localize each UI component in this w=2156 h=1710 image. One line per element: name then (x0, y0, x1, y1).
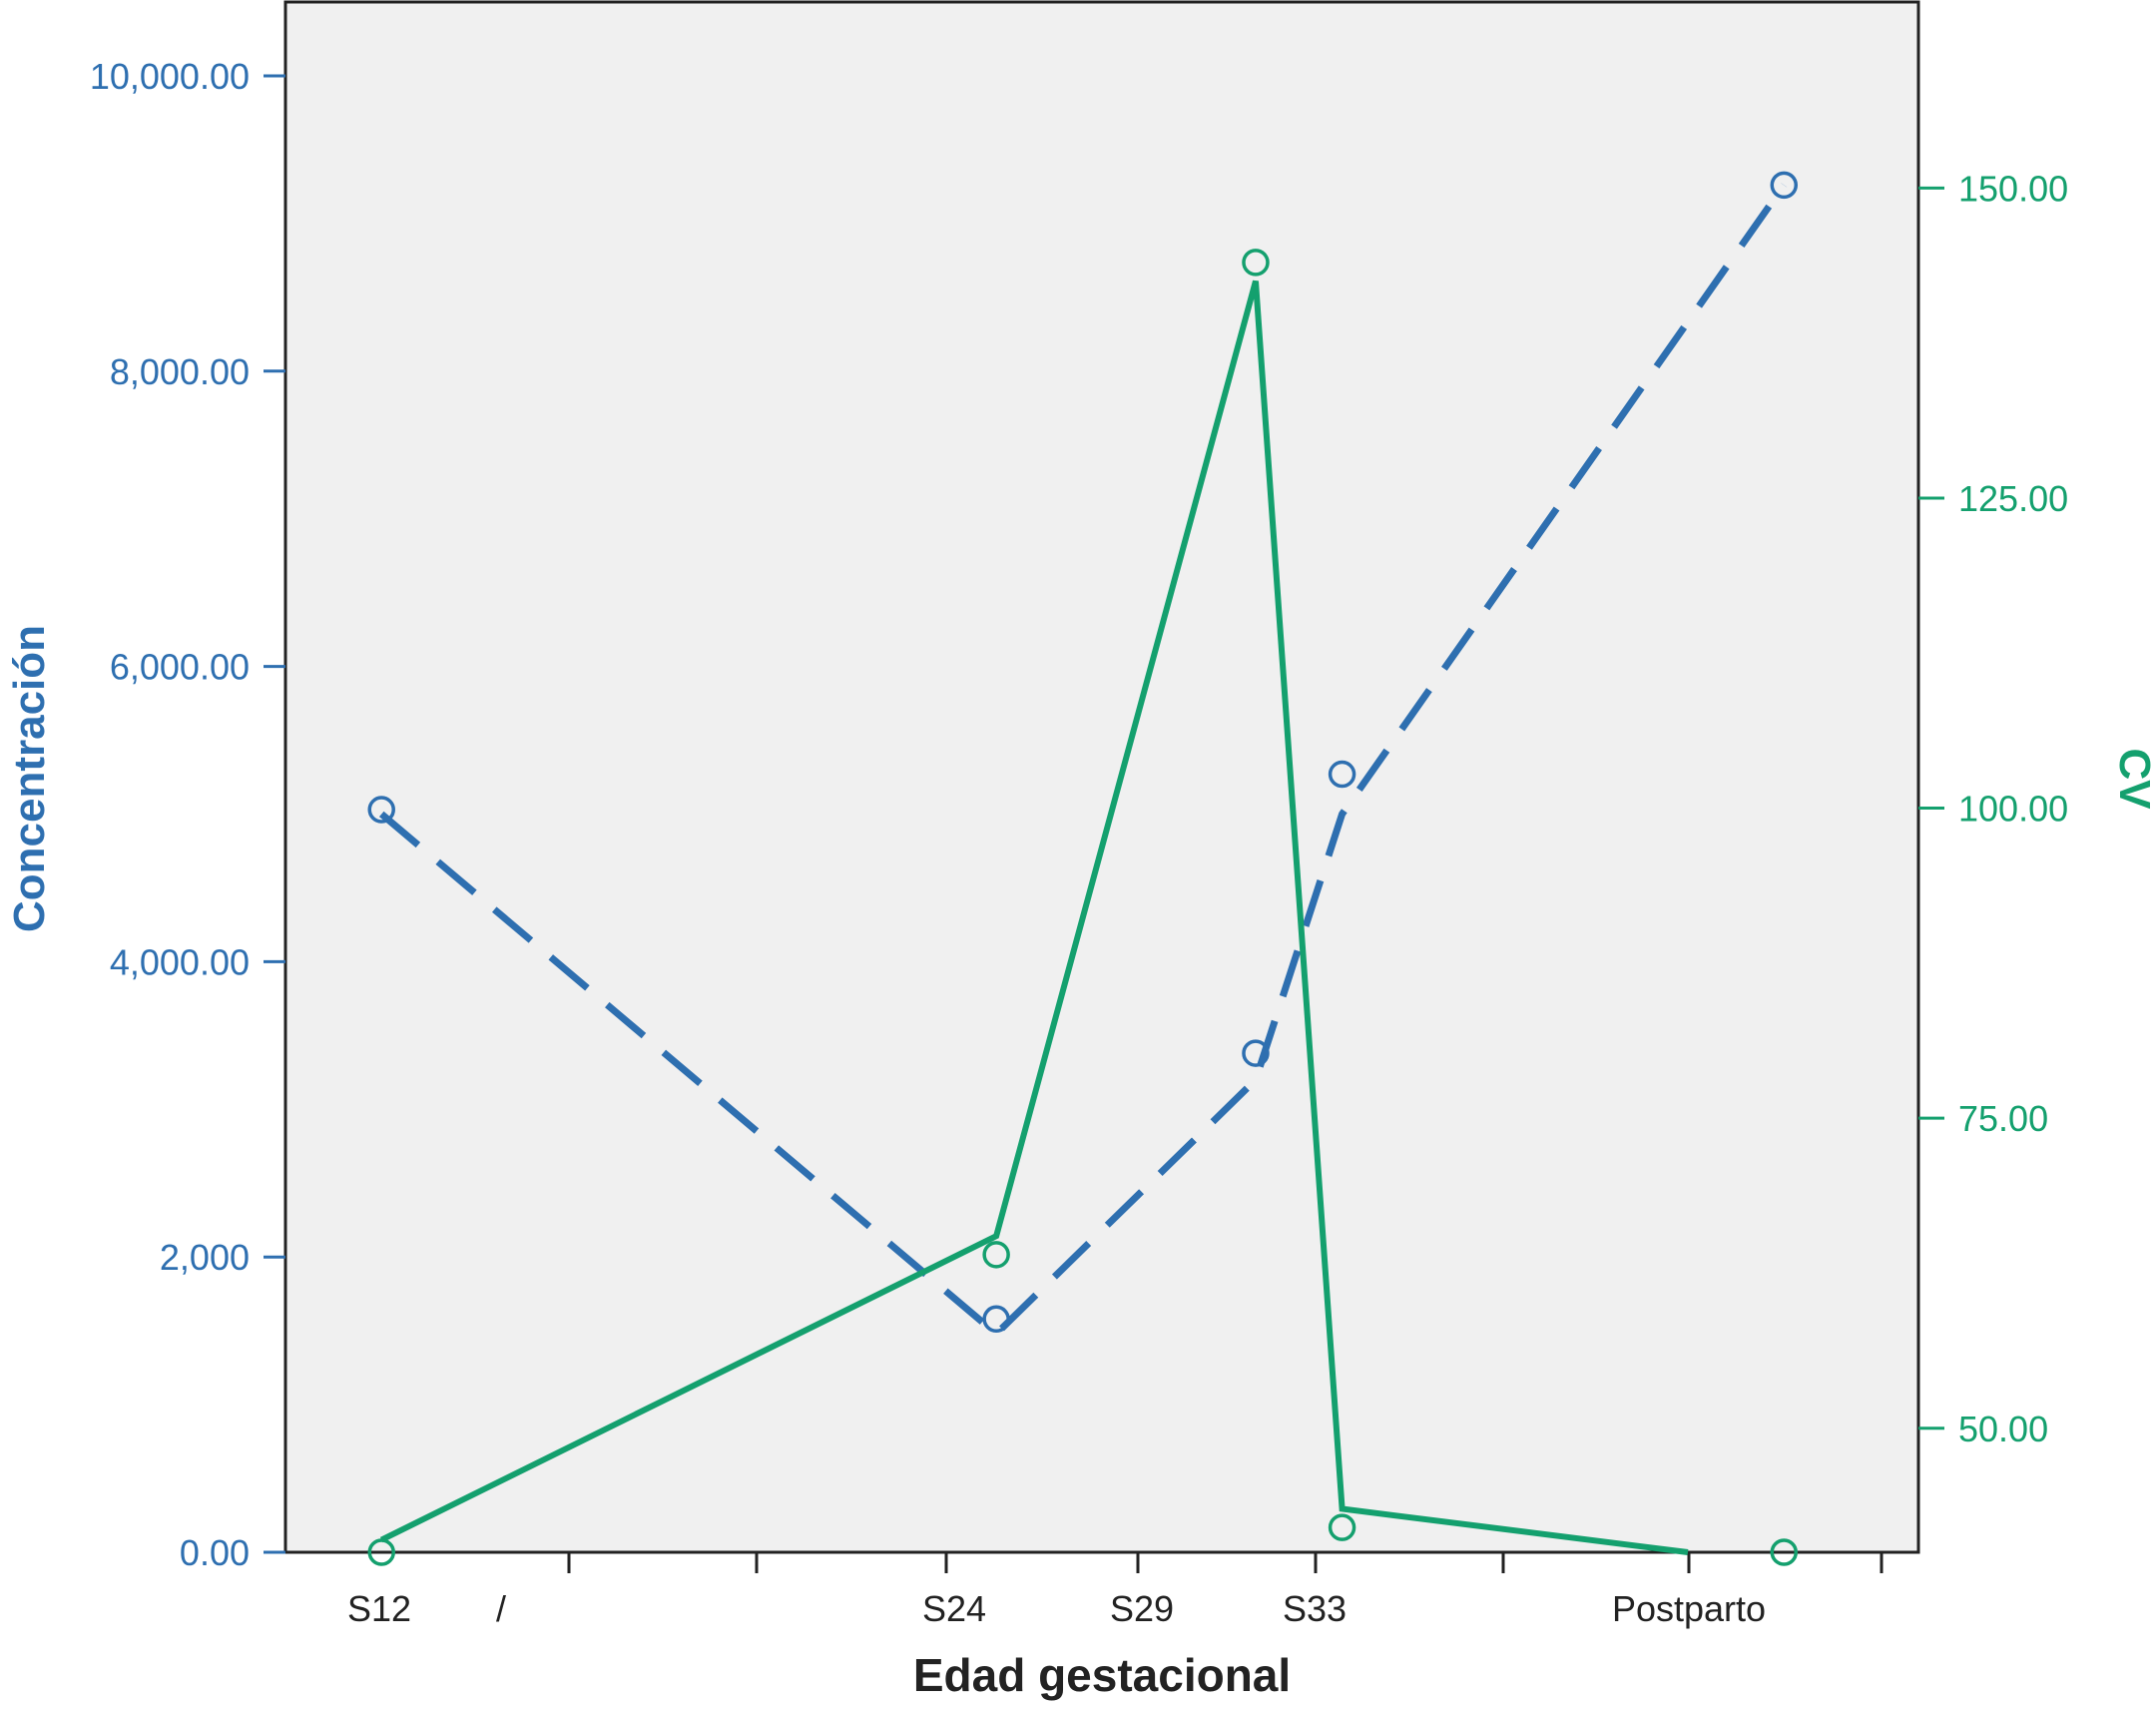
series-left-point (1328, 760, 1356, 789)
right-tick-label: 75.00 (1958, 1098, 2048, 1139)
left-tick-label: 10,000.00 (90, 56, 250, 97)
left-tick-label: 6,000.00 (110, 647, 250, 688)
left-axis-title: Concentración (5, 625, 54, 932)
series-left-point (1242, 1039, 1270, 1067)
right-tick-label: 100.00 (1958, 789, 2068, 830)
left-tick-label: 2,000 (160, 1237, 250, 1278)
right-axis-title: CV (2110, 748, 2156, 810)
series-left-line (378, 183, 1788, 1339)
series-right-point (1770, 1538, 1799, 1566)
x-tick-label: S33 (1283, 1588, 1347, 1629)
x-tick-label: / (496, 1588, 506, 1629)
x-axis-title: Edad gestacional (913, 1649, 1291, 1701)
x-tick-label: S12 (347, 1588, 411, 1629)
x-tick-label: Postparto (1612, 1588, 1766, 1629)
right-tick-label: 125.00 (1958, 478, 2068, 519)
plot-area (283, 0, 1920, 1554)
series-right-line (379, 280, 1689, 1555)
x-tick-label: S29 (1110, 1588, 1174, 1629)
left-tick-label: 8,000.00 (110, 351, 250, 392)
series-layer (367, 171, 1799, 1566)
series-right-point (1328, 1513, 1356, 1541)
left-tick-label: 4,000.00 (110, 941, 250, 982)
series-left-point (982, 1305, 1010, 1334)
left-tick-label: 0.00 (180, 1532, 250, 1573)
right-tick-label: 150.00 (1958, 168, 2068, 209)
right-axis: 50.00 75.00 100.00 125.00 150.00 (1918, 168, 2068, 1449)
right-tick-label: 50.00 (1958, 1409, 2048, 1449)
series-right-point (1242, 249, 1270, 277)
series-right-point (367, 1538, 395, 1566)
x-tick-label: S24 (922, 1588, 986, 1629)
series-left-point (1770, 171, 1799, 200)
left-axis: 0.00 2,000 4,000.00 6,000.00 8,000.00 10,000.… (90, 56, 285, 1573)
series-left-point (367, 796, 395, 824)
x-axis: S12 / S24 S29 S33 Postparto (347, 1552, 1884, 1629)
series-right-point (982, 1241, 1010, 1269)
